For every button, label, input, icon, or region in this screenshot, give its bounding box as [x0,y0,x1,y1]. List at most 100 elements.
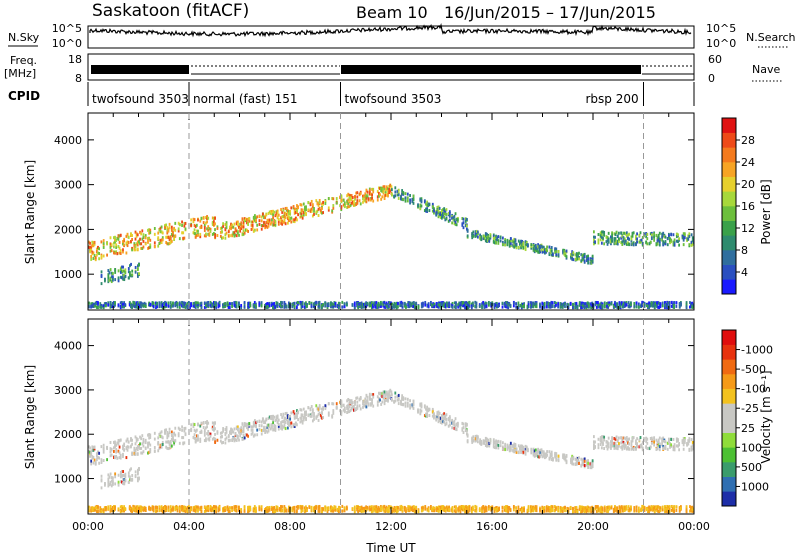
velocity-cell [495,444,497,448]
velocity-cell [246,433,248,437]
power-cell [445,212,448,216]
power-cell [406,192,409,196]
velocity-cell [139,446,141,450]
power-cell [587,303,590,307]
velocity-cell [91,455,94,459]
power-cell [467,301,470,305]
power-cell [299,302,302,306]
power-cell [455,223,458,227]
power-cell [297,213,299,217]
power-cell [193,232,196,236]
velocity-cell [404,404,407,408]
power-cell [273,223,276,227]
power-cell [272,213,274,217]
velocity-cell [277,418,280,422]
velocity-cell [620,436,623,440]
power-cell [540,244,543,248]
velocity-cell [305,418,307,422]
power-cell [91,244,94,248]
power-cell [368,187,371,191]
power-cell [286,209,289,213]
power-cell [664,304,666,308]
power-cell [484,301,487,305]
power-cell [281,210,284,214]
power-cell [303,302,306,306]
velocity-cell [501,441,504,445]
velocity-cell [572,462,575,466]
power-cell [461,223,464,227]
power-cell [615,239,618,243]
velocity-cell [195,428,198,432]
power-cell [481,302,483,306]
power-cell [164,305,166,309]
velocity-cell [181,428,183,432]
velocity-cell [610,440,612,444]
power-cell [448,304,450,308]
velocity-cell [394,399,397,403]
power-cell [251,220,254,224]
power-cell [578,257,580,261]
power-cell [640,305,643,309]
power-cell [667,301,670,305]
velocity-cell [126,448,129,452]
velocity-cell [234,432,237,436]
power-cell [174,301,177,305]
power-cell [522,241,525,245]
power-cell [620,231,623,235]
velocity-cell [225,428,228,432]
velocity-cell [662,436,665,440]
power-cell [297,206,299,210]
power-cell [545,303,548,307]
velocity-cell [317,407,320,411]
velocity-cell [211,425,214,429]
velocity-cell [327,413,330,417]
power-cell [419,203,422,207]
power-cell [576,306,579,310]
power-cell [240,221,243,225]
power-cell [400,195,402,199]
power-cell [523,303,525,307]
power-cell [457,303,460,307]
power-cell [618,303,621,307]
power-cell [587,261,589,265]
power-cell [312,302,315,306]
velocity-cell [656,444,659,448]
velocity-cell [251,428,254,432]
power-cell [431,202,434,206]
power-cell [426,200,429,204]
velocity-cell [269,427,272,431]
power-cell [655,233,658,237]
velocity-cell [623,436,626,440]
velocity-cell [351,401,354,405]
power-cell [397,301,399,305]
velocity-cell [112,449,115,453]
velocity-cell [548,457,551,461]
power-cell [305,205,307,209]
velocity-cell [293,416,296,420]
velocity-cell [615,435,618,439]
power-cell [292,219,295,223]
date-range: 16/Jun/2015 – 17/Jun/2015 [444,3,656,22]
velocity-cell [147,445,149,449]
power-cell [369,304,372,308]
velocity-cell [88,445,90,449]
cpid-segment-label: twofsound 3503 [345,92,442,106]
power-cell [93,304,96,308]
velocity-cell [207,433,210,437]
power-cell [387,301,390,305]
velocity-cell [250,428,253,432]
power-cell [464,301,466,305]
power-cell [606,302,608,306]
power-cell [541,250,544,254]
power-cell [555,250,558,254]
power-cell [114,235,116,239]
power-cell [541,303,544,307]
power-cell [424,303,427,307]
velocity-cell [208,438,211,442]
power-cell [471,233,474,237]
power-cell [692,305,694,309]
power-cell [537,243,539,247]
velocity-cell [658,436,661,440]
velocity-cell [437,410,440,414]
velocity-cell [363,400,366,404]
